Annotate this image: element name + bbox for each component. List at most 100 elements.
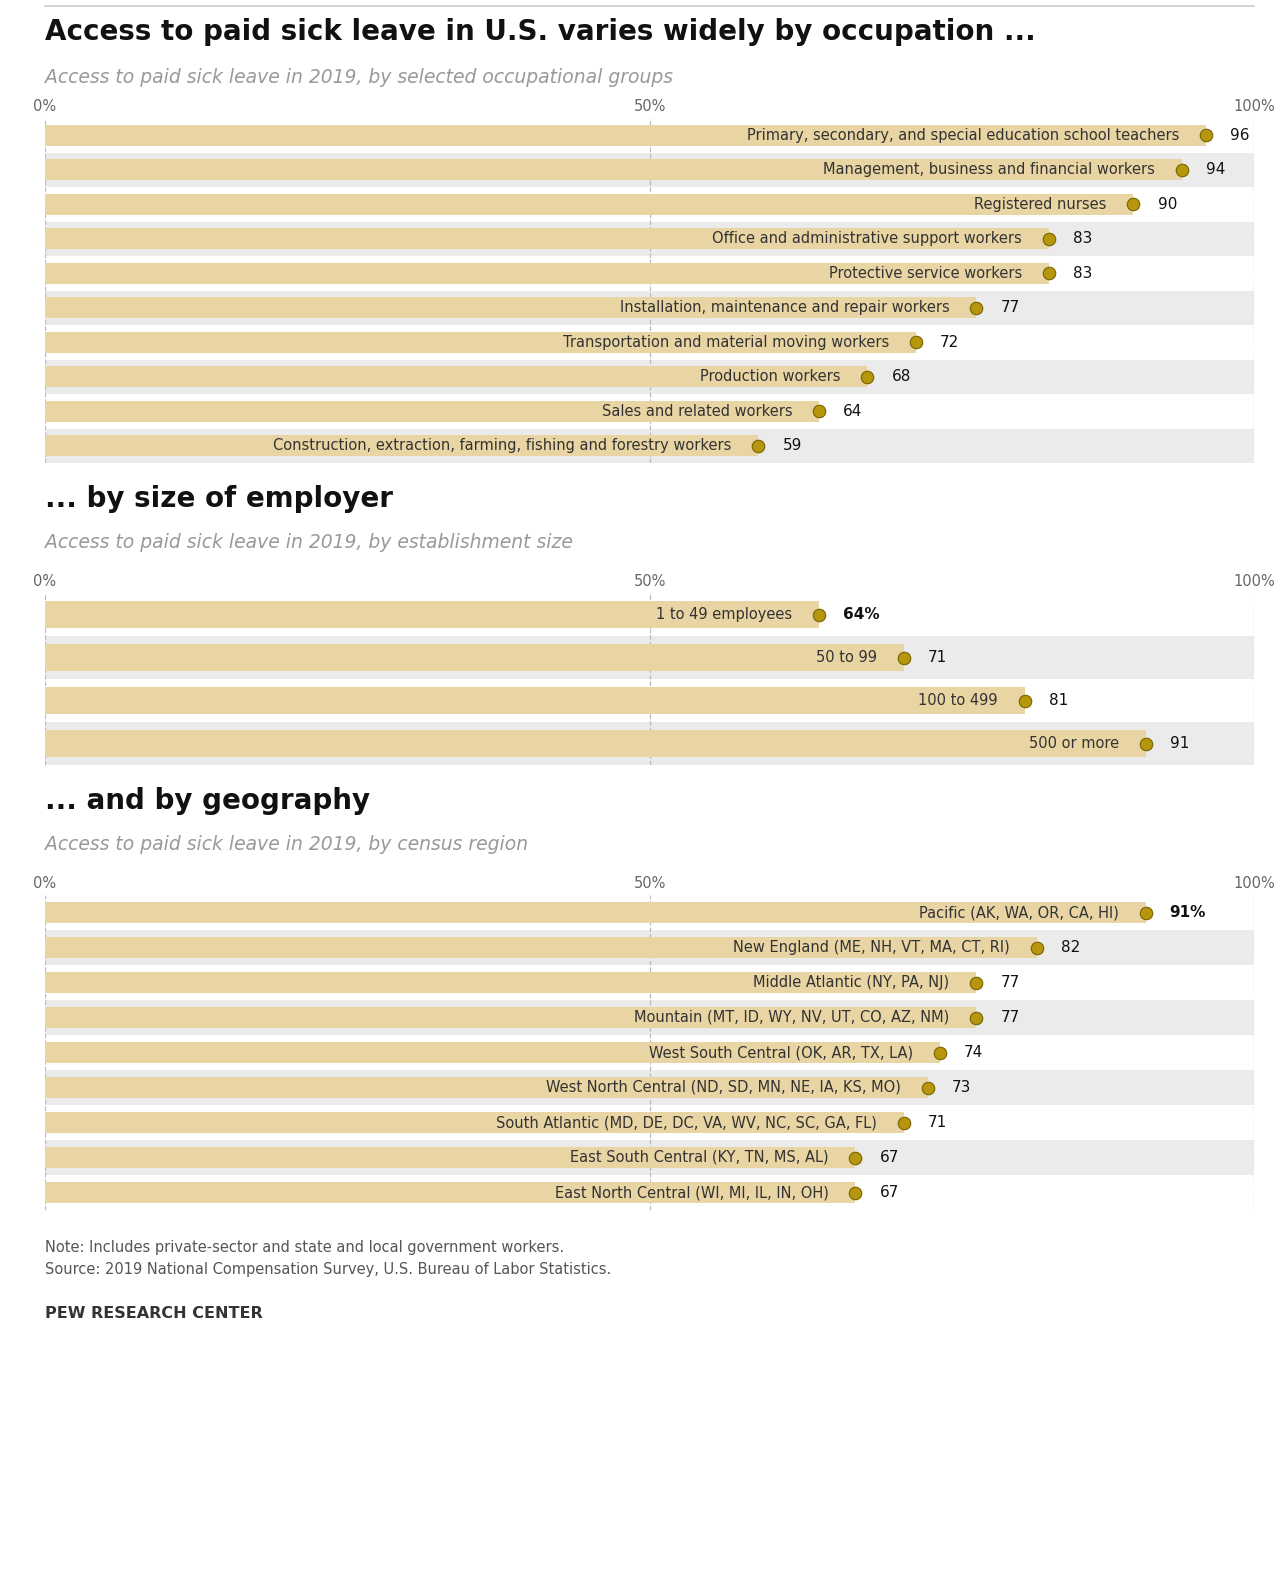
Bar (45, 1076, 928, 1098)
Bar (45, 435, 759, 457)
Text: ... by size of employer: ... by size of employer (45, 485, 393, 514)
Text: 77: 77 (1001, 975, 1020, 991)
Bar (45, 1035, 1254, 1070)
Bar (45, 687, 1024, 714)
Bar (45, 1147, 855, 1168)
Text: PEW RESEARCH CENTER: PEW RESEARCH CENTER (45, 1307, 262, 1321)
Bar (45, 228, 1048, 250)
Bar (45, 325, 1254, 360)
Text: 83: 83 (1073, 231, 1092, 246)
Bar (45, 256, 1254, 291)
Bar (45, 1041, 940, 1063)
Text: 68: 68 (892, 370, 911, 384)
Text: Access to paid sick leave in 2019, by census region: Access to paid sick leave in 2019, by ce… (45, 834, 527, 855)
Text: 83: 83 (1073, 265, 1092, 281)
Text: Construction, extraction, farming, fishing and forestry workers: Construction, extraction, farming, fishi… (274, 438, 732, 453)
Bar (45, 1000, 1254, 1035)
Bar (45, 118, 1254, 153)
Text: Mountain (MT, ID, WY, NV, UT, CO, AZ, NM): Mountain (MT, ID, WY, NV, UT, CO, AZ, NM… (635, 1010, 950, 1025)
Bar (45, 1104, 1254, 1141)
Text: 91: 91 (1170, 736, 1189, 750)
Bar (45, 153, 1254, 186)
Text: 72: 72 (940, 335, 959, 349)
Text: ... and by geography: ... and by geography (45, 787, 370, 815)
Text: 74: 74 (964, 1044, 983, 1060)
Text: Source: 2019 National Compensation Survey, U.S. Bureau of Labor Statistics.: Source: 2019 National Compensation Surve… (45, 1262, 611, 1277)
Bar (45, 1141, 1254, 1176)
Bar (45, 931, 1254, 965)
Bar (45, 600, 819, 627)
Bar (45, 679, 1254, 722)
Text: 71: 71 (928, 1115, 947, 1130)
Bar (45, 221, 1254, 256)
Text: East North Central (WI, MI, IL, IN, OH): East North Central (WI, MI, IL, IN, OH) (554, 1185, 828, 1199)
Bar (45, 291, 1254, 325)
Bar (45, 637, 1254, 679)
Text: Note: Includes private-sector and state and local government workers.: Note: Includes private-sector and state … (45, 1240, 564, 1255)
Bar (45, 393, 1254, 428)
Text: 64: 64 (844, 404, 863, 419)
Bar (45, 592, 1254, 637)
Bar (45, 160, 1181, 180)
Text: 71: 71 (928, 649, 947, 665)
Text: 94: 94 (1206, 163, 1225, 177)
Text: East South Central (KY, TN, MS, AL): East South Central (KY, TN, MS, AL) (570, 1150, 828, 1164)
Bar (45, 194, 1134, 215)
Bar (45, 1182, 855, 1204)
Bar (45, 902, 1146, 923)
Bar (45, 332, 915, 352)
Text: 500 or more: 500 or more (1029, 736, 1119, 750)
Bar (45, 186, 1254, 221)
Bar (45, 730, 1146, 757)
Text: Pacific (AK, WA, OR, CA, HI): Pacific (AK, WA, OR, CA, HI) (919, 905, 1119, 920)
Bar (45, 1112, 904, 1133)
Text: 82: 82 (1061, 940, 1080, 954)
Text: 59: 59 (782, 438, 803, 453)
Text: Protective service workers: Protective service workers (829, 265, 1023, 281)
Text: West South Central (OK, AR, TX, LA): West South Central (OK, AR, TX, LA) (649, 1044, 914, 1060)
Bar (45, 262, 1048, 284)
Bar (45, 428, 1254, 463)
Bar (45, 367, 868, 387)
Text: Sales and related workers: Sales and related workers (602, 404, 792, 419)
Text: 81: 81 (1048, 694, 1068, 708)
Text: 1 to 49 employees: 1 to 49 employees (657, 607, 792, 623)
Text: Middle Atlantic (NY, PA, NJ): Middle Atlantic (NY, PA, NJ) (754, 975, 950, 991)
Text: Registered nurses: Registered nurses (974, 198, 1107, 212)
Bar (45, 965, 1254, 1000)
Text: West North Central (ND, SD, MN, NE, IA, KS, MO): West North Central (ND, SD, MN, NE, IA, … (547, 1081, 901, 1095)
Bar (45, 360, 1254, 393)
Text: 50 to 99: 50 to 99 (817, 649, 877, 665)
Text: 90: 90 (1157, 198, 1178, 212)
Bar (45, 645, 904, 672)
Text: Production workers: Production workers (700, 370, 841, 384)
Bar (45, 401, 819, 422)
Text: Transportation and material moving workers: Transportation and material moving worke… (563, 335, 890, 349)
Text: Primary, secondary, and special education school teachers: Primary, secondary, and special educatio… (748, 128, 1179, 142)
Text: 67: 67 (879, 1185, 899, 1199)
Text: 77: 77 (1001, 1010, 1020, 1025)
Text: 77: 77 (1001, 300, 1020, 316)
Bar (45, 1006, 977, 1029)
Text: 64%: 64% (844, 607, 879, 623)
Bar (45, 937, 1037, 959)
Bar (45, 722, 1254, 765)
Text: Management, business and financial workers: Management, business and financial worke… (823, 163, 1156, 177)
Bar (45, 125, 1206, 145)
Bar (45, 297, 977, 319)
Bar (45, 1070, 1254, 1104)
Text: 96: 96 (1230, 128, 1249, 142)
Text: Access to paid sick leave in U.S. varies widely by occupation ...: Access to paid sick leave in U.S. varies… (45, 17, 1036, 46)
Text: 73: 73 (952, 1081, 972, 1095)
Text: 67: 67 (879, 1150, 899, 1164)
Text: Office and administrative support workers: Office and administrative support worker… (713, 231, 1023, 246)
Text: Access to paid sick leave in 2019, by establishment size: Access to paid sick leave in 2019, by es… (45, 532, 572, 551)
Text: 100 to 499: 100 to 499 (918, 694, 998, 708)
Text: New England (ME, NH, VT, MA, CT, RI): New England (ME, NH, VT, MA, CT, RI) (733, 940, 1010, 954)
Bar (45, 972, 977, 994)
Text: 91%: 91% (1170, 905, 1206, 920)
Text: South Atlantic (MD, DE, DC, VA, WV, NC, SC, GA, FL): South Atlantic (MD, DE, DC, VA, WV, NC, … (497, 1115, 877, 1130)
Bar (45, 1176, 1254, 1210)
Text: Access to paid sick leave in 2019, by selected occupational groups: Access to paid sick leave in 2019, by se… (45, 68, 673, 87)
Text: Installation, maintenance and repair workers: Installation, maintenance and repair wor… (620, 300, 950, 316)
